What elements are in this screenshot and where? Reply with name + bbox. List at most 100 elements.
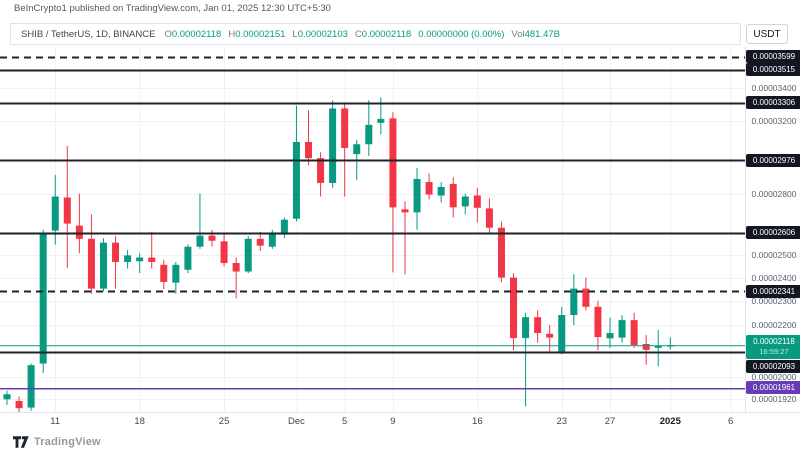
price-level-badge: 0.00003515 [746, 63, 800, 77]
candle-body [449, 183, 457, 208]
candle-body [112, 242, 120, 262]
candle-body [473, 195, 481, 208]
candle-body [15, 400, 23, 409]
bar-countdown: 16:59:27 [759, 346, 789, 356]
price-level-badge: 0.00003306 [746, 96, 800, 110]
volume-value: Vol481.47B [511, 28, 561, 40]
time-axis-label: 5 [342, 416, 348, 427]
candle-body [534, 317, 542, 334]
candle-body [305, 141, 312, 159]
time-axis-label: 2025 [659, 416, 681, 427]
time-axis-label: 16 [472, 416, 483, 427]
candle-body [594, 306, 602, 338]
ohlc-high: H0.00002151 [228, 28, 286, 40]
candle-body [558, 314, 566, 352]
time-axis-label: 27 [604, 416, 616, 427]
candle-body [148, 257, 156, 262]
symbol-title: SHIB / TetherUS, 1D, BINANCE [21, 28, 156, 40]
candle-body [75, 225, 83, 239]
current-price-value: 0.00002118 [753, 336, 795, 346]
candle-body [160, 264, 168, 282]
candle-body [401, 209, 409, 213]
candle-body [208, 235, 216, 241]
candle-body [292, 141, 300, 219]
candle-body [389, 118, 397, 208]
price-axis-label: 0.00002000 [751, 372, 797, 383]
time-axis-label: 18 [134, 416, 145, 427]
price-axis-label: 0.00002200 [751, 320, 797, 331]
candle-body [485, 208, 493, 228]
price-level-badge: 0.00002976 [746, 153, 800, 167]
candle-body [220, 241, 228, 264]
price-axis-label: 0.00002400 [751, 272, 797, 283]
candle-body [425, 182, 433, 195]
candle-body [256, 238, 264, 246]
candle-body [606, 333, 614, 339]
candle-body [341, 108, 349, 149]
time-axis-label: 11 [50, 416, 61, 427]
candle-body [136, 257, 144, 262]
time-axis-label: 25 [218, 416, 230, 427]
candle-body [63, 197, 71, 224]
ohlc-close: C0.00002118 [354, 28, 412, 40]
candle-body [27, 365, 35, 408]
currency-toggle-usdt[interactable]: USDT [746, 24, 788, 44]
candle-body [642, 343, 650, 350]
candle-body [413, 178, 421, 213]
candle-body [437, 186, 445, 196]
watermark-label: TradingView [34, 436, 101, 448]
price-axis-label: 0.00003200 [751, 115, 797, 126]
symbol-legend-bar: SHIB / TetherUS, 1D, BINANCE O0.00002118… [10, 23, 741, 45]
candle-body [497, 227, 505, 278]
tradingview-logo-icon [13, 436, 29, 448]
candle-body [377, 118, 385, 123]
candle-body [232, 263, 240, 272]
candle-body [365, 124, 373, 145]
candle-body [630, 320, 638, 346]
candle-body [99, 242, 107, 289]
candle-body [461, 196, 469, 207]
ohlc-low: L0.00002103 [292, 28, 348, 40]
candle-body [3, 394, 11, 400]
candle-body [317, 158, 325, 183]
time-axis-label: 9 [390, 416, 396, 427]
time-axis-label: 23 [556, 416, 568, 427]
candle-body [522, 317, 530, 339]
current-price-badge: 0.00002118 16:59:27 [746, 334, 800, 359]
candle-body [546, 333, 554, 338]
candle-body [329, 108, 337, 183]
candle-body [87, 238, 95, 289]
candle-body [582, 288, 590, 307]
candle-body [39, 232, 47, 364]
price-axis-label: 0.00002800 [751, 188, 797, 199]
price-level-badge: 0.00002341 [746, 284, 800, 298]
candle-body [280, 219, 288, 235]
candle-body [196, 235, 204, 247]
candle-body [172, 264, 180, 283]
price-axis-label: 0.00002300 [751, 295, 797, 306]
tradingview-watermark: TradingView [13, 436, 101, 448]
ohlc-open: O0.00002118 [164, 28, 222, 40]
price-level-badge: 0.00003599 [746, 50, 800, 64]
time-axis-label: Dec [287, 416, 305, 427]
candle-body [570, 288, 578, 315]
candle-body [353, 144, 361, 155]
candle-body [244, 238, 252, 272]
candle-body [654, 345, 662, 348]
candle-body [618, 320, 626, 338]
price-level-badge: 0.00002606 [746, 226, 800, 240]
change-value: 0.00000000 (0.00%) [418, 28, 505, 40]
price-level-badge: 0.00001961 [746, 381, 800, 395]
price-axis-label: 0.00003400 [751, 82, 797, 93]
candle-body [51, 196, 59, 231]
price-level-badge: 0.00002093 [746, 360, 800, 374]
candle-body [510, 277, 518, 339]
candle-body [268, 232, 276, 247]
attribution-text: BeInCrypto1 published on TradingView.com… [14, 3, 331, 14]
candle-body [124, 255, 132, 262]
price-axis-label: 0.00001920 [751, 394, 797, 405]
candle-body [184, 246, 192, 270]
time-axis-label: 6 [727, 416, 734, 427]
